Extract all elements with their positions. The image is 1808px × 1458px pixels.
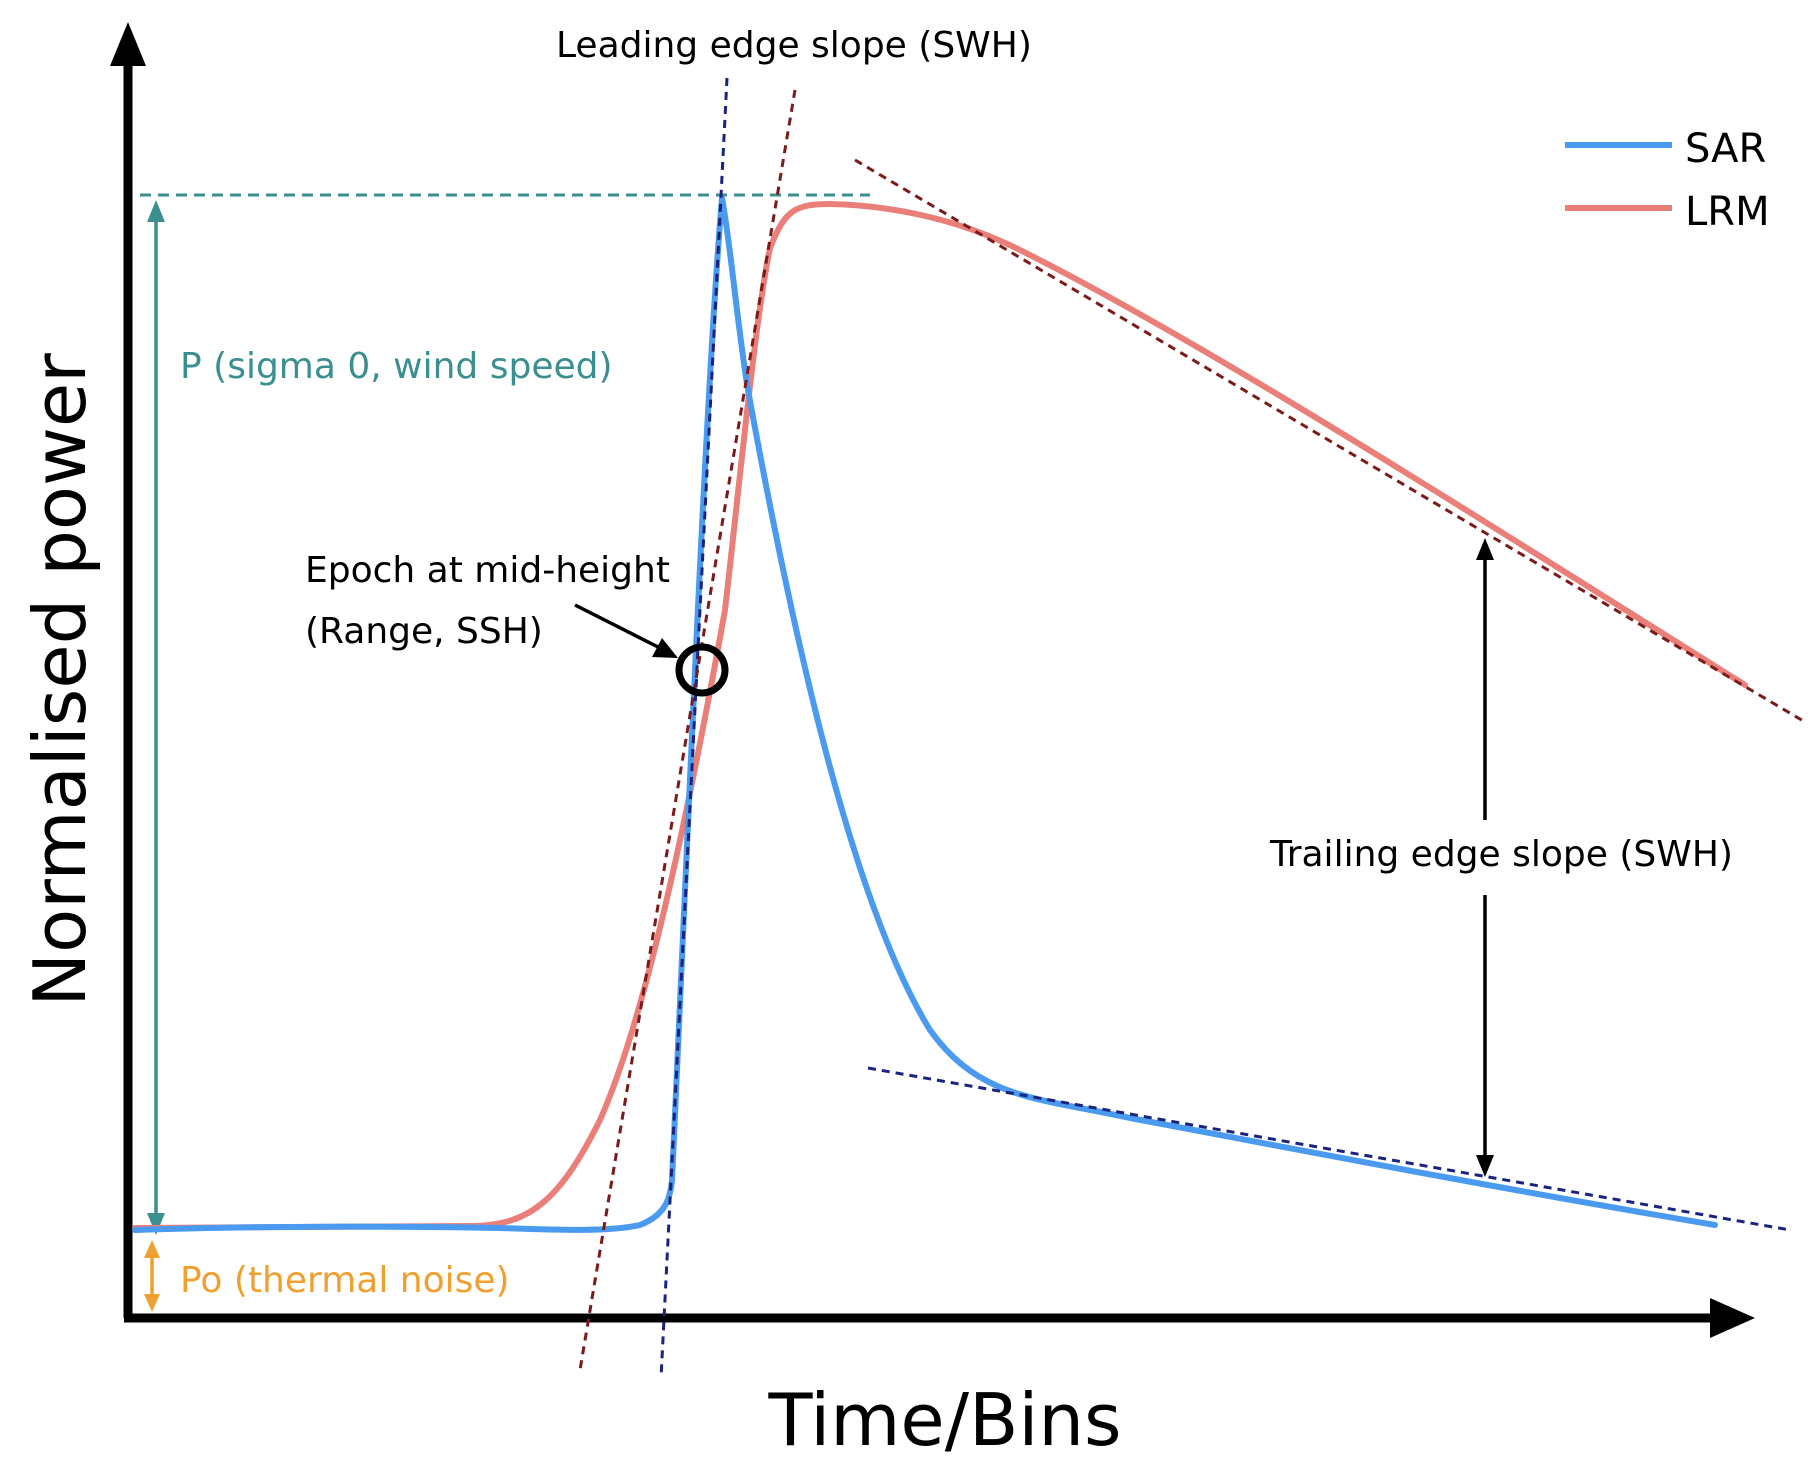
- epoch-pointer-arrow: [574, 603, 678, 658]
- trailing-edge-arrow: [1476, 538, 1494, 1177]
- epoch-marker: [675, 643, 729, 697]
- trailing-edge-label: Trailing edge slope (SWH): [1269, 834, 1733, 875]
- legend: SAR LRM: [1565, 126, 1770, 235]
- y-axis-arrowhead: [110, 22, 146, 66]
- legend-sar-label: SAR: [1685, 126, 1766, 172]
- axes: [110, 22, 1755, 1338]
- epoch-label-line2: (Range, SSH): [305, 611, 543, 652]
- sar-waveform: [132, 195, 1718, 1233]
- lrm-leading-edge-fit: [578, 89, 797, 1371]
- lrm-trailing-edge-fit: [854, 158, 1806, 724]
- sar-trailing-edge-fit: [867, 1066, 1791, 1232]
- sar-leading-edge-fit: [659, 77, 729, 1379]
- noise-arrow: [144, 1240, 160, 1312]
- x-axis-arrowhead: [1710, 1298, 1755, 1338]
- amplitude-arrow: [147, 200, 165, 1235]
- x-axis-title: Time/Bins: [767, 1378, 1121, 1458]
- amplitude-label: P (sigma 0, wind speed): [180, 346, 613, 387]
- noise-label: Po (thermal noise): [180, 1260, 510, 1301]
- legend-lrm-label: LRM: [1685, 189, 1770, 235]
- leading-edge-label: Leading edge slope (SWH): [556, 25, 1032, 66]
- y-axis-title: Normalised power: [18, 353, 102, 1007]
- lrm-waveform: [132, 200, 1748, 1231]
- epoch-label-line1: Epoch at mid-height: [305, 550, 670, 591]
